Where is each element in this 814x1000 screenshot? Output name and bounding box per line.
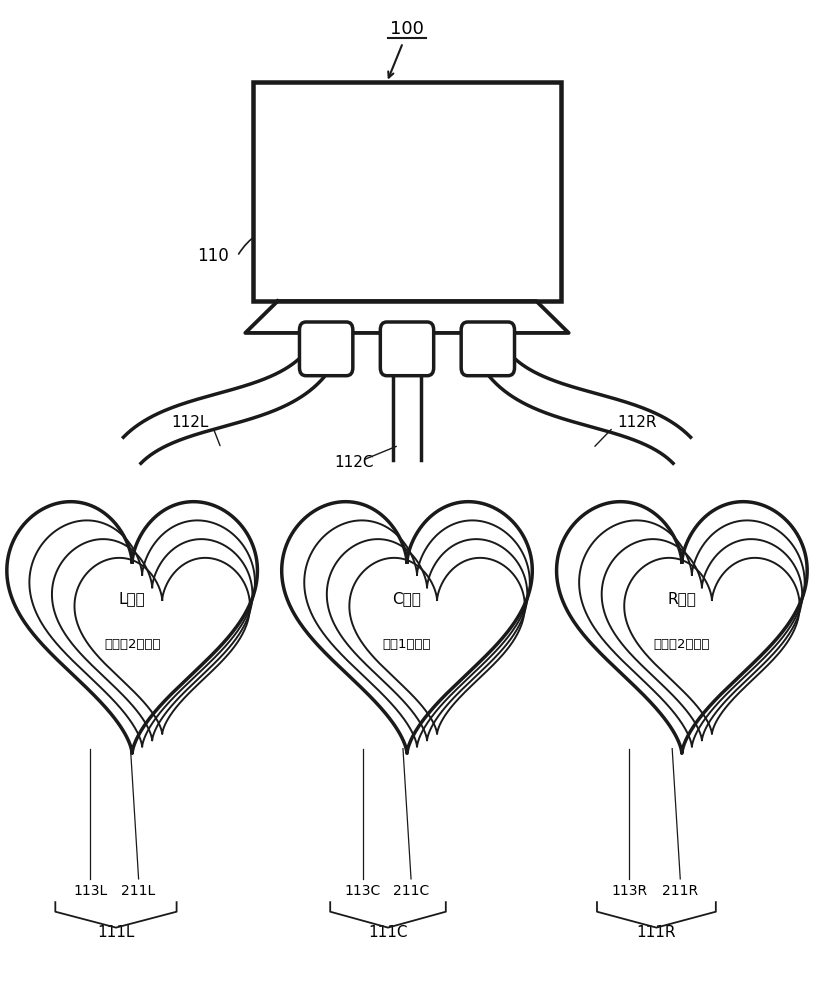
- Bar: [253, 82, 561, 301]
- Text: R电极: R电极: [667, 591, 696, 606]
- Text: 211L: 211L: [121, 884, 155, 898]
- Text: 113L: 113L: [73, 884, 107, 898]
- Text: 112C: 112C: [335, 455, 374, 470]
- Polygon shape: [282, 502, 532, 753]
- Text: （左第2电极）: （左第2电极）: [104, 638, 160, 651]
- Polygon shape: [7, 502, 257, 753]
- Text: L电极: L电极: [119, 591, 146, 606]
- Text: 111R: 111R: [637, 925, 676, 940]
- Polygon shape: [393, 347, 421, 460]
- Polygon shape: [245, 301, 569, 333]
- Text: （第1电极）: （第1电极）: [383, 638, 431, 651]
- FancyBboxPatch shape: [300, 322, 352, 376]
- Text: 111C: 111C: [368, 925, 407, 940]
- FancyBboxPatch shape: [380, 322, 434, 376]
- Text: （右第2电极）: （右第2电极）: [654, 638, 710, 651]
- Text: C电极: C电极: [392, 591, 422, 606]
- Text: 112R: 112R: [617, 415, 657, 430]
- Text: 211R: 211R: [663, 884, 698, 898]
- FancyBboxPatch shape: [462, 322, 514, 376]
- Text: 113C: 113C: [344, 884, 381, 898]
- Text: 211C: 211C: [393, 884, 429, 898]
- Text: 110: 110: [197, 247, 230, 265]
- Text: 100: 100: [390, 20, 424, 38]
- Text: 112L: 112L: [172, 415, 209, 430]
- Text: 111L: 111L: [97, 925, 134, 940]
- Polygon shape: [476, 338, 690, 463]
- Text: 113R: 113R: [611, 884, 647, 898]
- Polygon shape: [124, 338, 338, 463]
- Polygon shape: [557, 502, 807, 753]
